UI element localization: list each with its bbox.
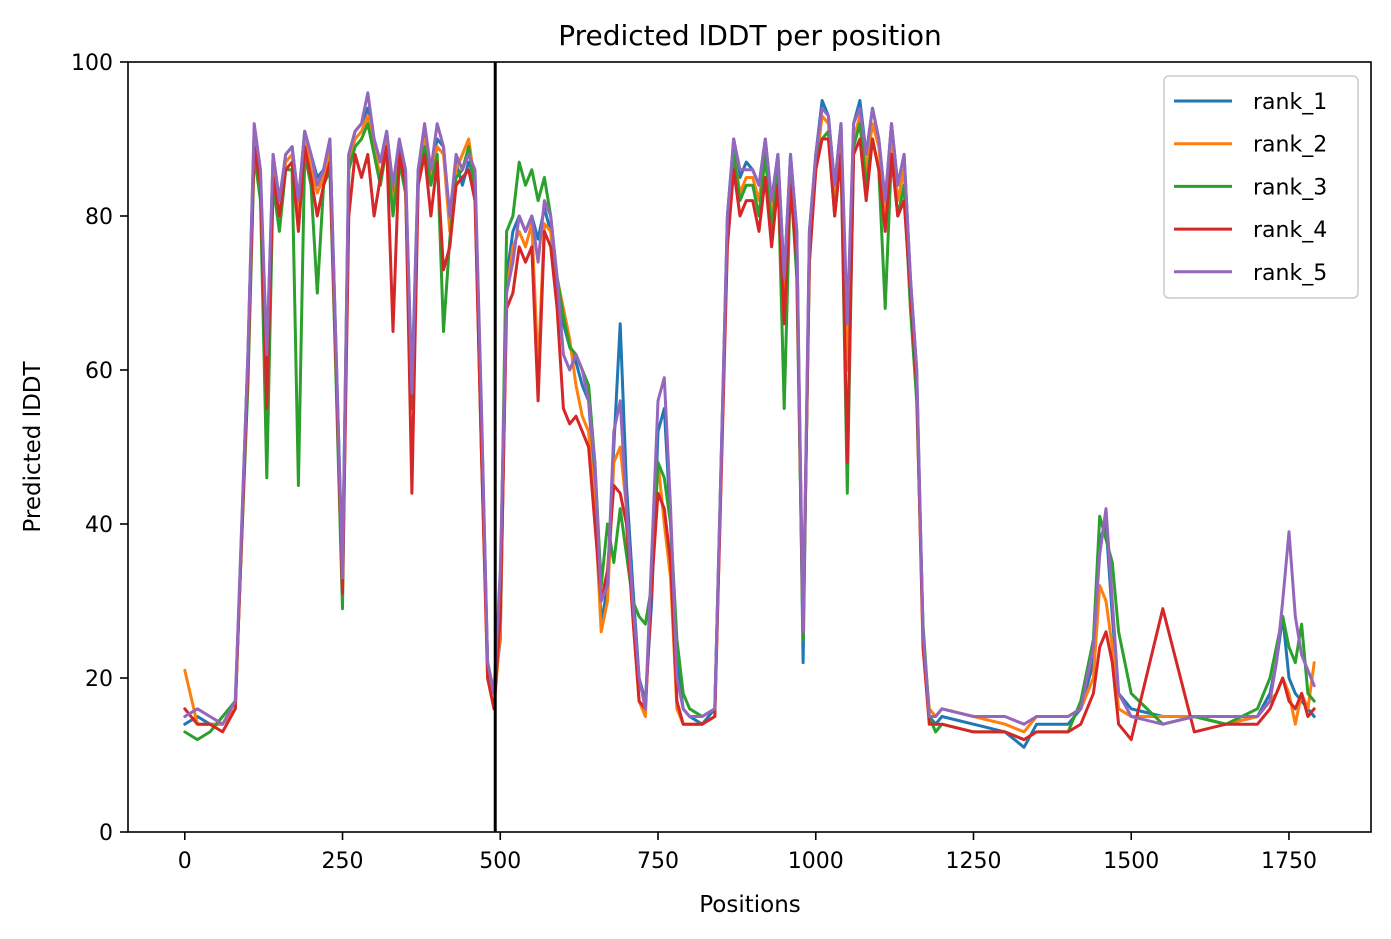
series-line-rank_2 — [183, 114, 1316, 734]
legend-label-rank_4: rank_4 — [1253, 218, 1327, 243]
series-lines — [183, 91, 1316, 749]
x-axis-label: Positions — [699, 892, 801, 918]
y-tick-label: 100 — [71, 51, 113, 76]
x-tick-label: 1250 — [945, 849, 1001, 874]
plot-frame — [127, 61, 1372, 833]
series-line-rank_5 — [183, 91, 1316, 726]
y-tick-label: 20 — [85, 667, 113, 692]
x-tick-label: 500 — [479, 849, 521, 874]
x-axis-ticks: 0 250 500 750 1000 1250 1500 1750 — [178, 832, 1317, 874]
series-line-rank_4 — [183, 137, 1316, 742]
legend: rank_1 rank_2 rank_3 rank_4 rank_5 — [1163, 75, 1359, 299]
y-tick-label: 40 — [85, 513, 113, 538]
x-tick-label: 1500 — [1103, 849, 1159, 874]
legend-box — [1163, 75, 1359, 299]
chart-title: Predicted lDDT per position — [558, 19, 942, 52]
series-line-rank_1 — [183, 99, 1316, 749]
y-tick-label: 0 — [99, 821, 113, 846]
legend-label-rank_2: rank_2 — [1253, 133, 1327, 158]
legend-label-rank_1: rank_1 — [1253, 90, 1327, 115]
x-tick-label: 250 — [322, 849, 364, 874]
y-tick-label: 60 — [85, 359, 113, 384]
x-tick-label: 750 — [637, 849, 679, 874]
y-axis-label: Predicted lDDT — [20, 360, 46, 532]
y-tick-label: 80 — [85, 205, 113, 230]
x-tick-label: 0 — [178, 849, 192, 874]
legend-label-rank_5: rank_5 — [1253, 261, 1327, 286]
x-tick-label: 1750 — [1261, 849, 1317, 874]
series-line-rank_3 — [183, 122, 1316, 742]
legend-label-rank_3: rank_3 — [1253, 175, 1327, 200]
x-tick-label: 1000 — [788, 849, 844, 874]
y-axis-ticks: 0 20 40 60 80 100 — [71, 51, 128, 846]
